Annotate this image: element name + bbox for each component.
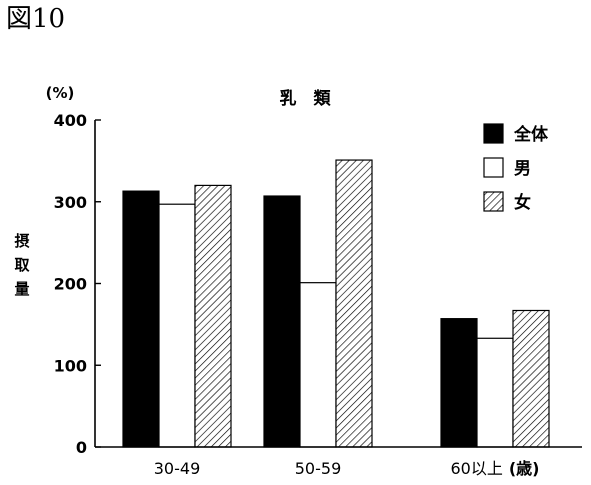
bar-全体-30-49 — [122, 190, 160, 448]
y-axis-label-char: 取 — [14, 256, 30, 274]
bar-男-50-59 — [299, 282, 337, 448]
legend-swatch — [483, 191, 504, 212]
y-tick-label: 0 — [76, 438, 87, 457]
legend-swatch — [483, 123, 504, 144]
legend-swatch — [483, 157, 504, 178]
x-unit-label: (歳) — [509, 459, 540, 478]
y-axis-label-char: 量 — [14, 280, 29, 298]
chart-title: 乳 類 — [280, 88, 332, 109]
y-tick-label: 200 — [54, 275, 87, 294]
x-tick-label: 50-59 — [295, 459, 342, 478]
bar-女-50-59 — [335, 159, 373, 448]
bar-男-60以上 — [476, 337, 514, 448]
y-unit-label: (%) — [46, 84, 75, 102]
legend-label: 女 — [514, 192, 531, 213]
y-tick-label: 300 — [54, 193, 87, 212]
bar-全体-50-59 — [263, 195, 301, 448]
bar-女-30-49 — [194, 184, 232, 448]
legend-label: 男 — [514, 159, 531, 179]
y-axis: 0 100 200 300 400 — [54, 111, 101, 457]
bar-男-30-49 — [158, 203, 196, 448]
bars — [122, 159, 550, 448]
y-axis-label: 摂取量 — [14, 232, 30, 298]
legend-label: 全体 — [513, 124, 549, 145]
y-tick-label: 400 — [54, 111, 87, 130]
figure-label: 図10 — [6, 4, 66, 34]
x-axis: 30-49 50-59 60以上 (歳) — [95, 446, 582, 478]
bar-女-60以上 — [512, 309, 550, 448]
x-tick-label: 30-49 — [154, 459, 201, 478]
y-tick-label: 100 — [54, 356, 87, 375]
y-axis-label-char: 摂 — [14, 232, 29, 250]
x-tick-label: 60以上 (歳) — [450, 459, 539, 478]
bar-全体-60以上 — [440, 318, 478, 448]
